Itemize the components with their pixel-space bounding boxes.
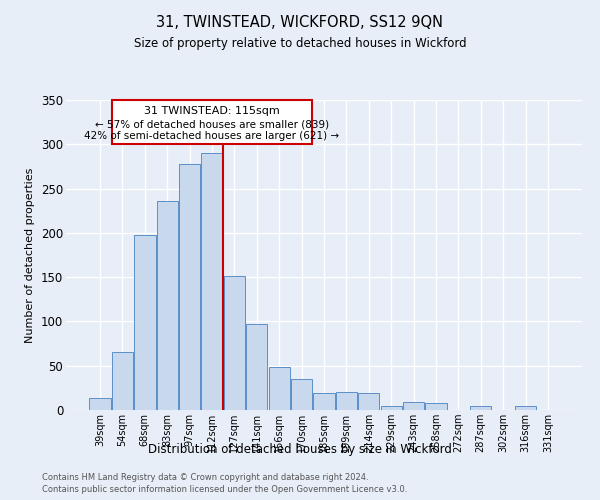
Bar <box>291 379 312 410</box>
Bar <box>112 352 133 410</box>
Y-axis label: Number of detached properties: Number of detached properties <box>25 168 35 342</box>
Bar <box>403 402 424 410</box>
Bar <box>246 324 268 410</box>
Bar <box>380 406 402 410</box>
Text: ← 57% of detached houses are smaller (839): ← 57% of detached houses are smaller (83… <box>95 120 329 130</box>
Text: Contains public sector information licensed under the Open Government Licence v3: Contains public sector information licen… <box>42 485 407 494</box>
Bar <box>157 201 178 410</box>
Bar <box>313 393 335 410</box>
Bar <box>179 164 200 410</box>
Bar <box>202 153 223 410</box>
Bar <box>269 366 290 410</box>
Bar <box>134 234 155 410</box>
Bar <box>224 276 245 410</box>
Bar <box>515 406 536 410</box>
Text: 31, TWINSTEAD, WICKFORD, SS12 9QN: 31, TWINSTEAD, WICKFORD, SS12 9QN <box>157 15 443 30</box>
Text: Size of property relative to detached houses in Wickford: Size of property relative to detached ho… <box>134 38 466 51</box>
FancyBboxPatch shape <box>112 100 311 144</box>
Text: Distribution of detached houses by size in Wickford: Distribution of detached houses by size … <box>148 442 452 456</box>
Bar <box>470 406 491 410</box>
Bar <box>425 403 446 410</box>
Bar <box>89 398 111 410</box>
Text: 31 TWINSTEAD: 115sqm: 31 TWINSTEAD: 115sqm <box>144 106 280 116</box>
Bar <box>336 392 357 410</box>
Text: Contains HM Land Registry data © Crown copyright and database right 2024.: Contains HM Land Registry data © Crown c… <box>42 472 368 482</box>
Bar <box>358 393 379 410</box>
Text: 42% of semi-detached houses are larger (621) →: 42% of semi-detached houses are larger (… <box>85 131 340 141</box>
